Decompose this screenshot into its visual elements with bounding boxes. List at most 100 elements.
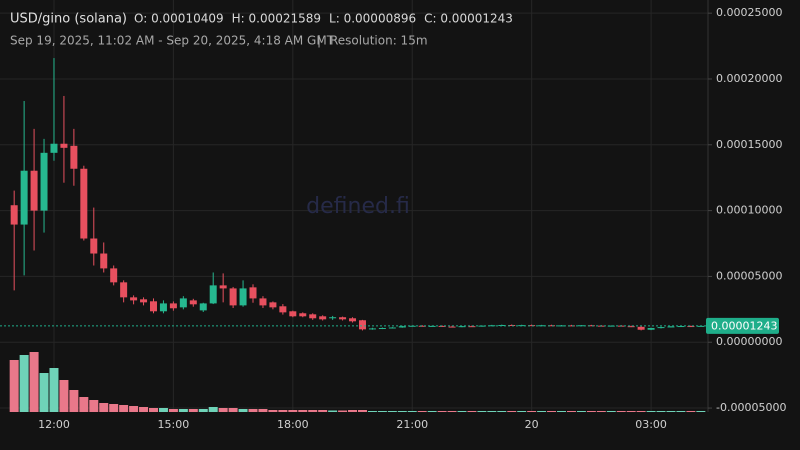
candle-body	[528, 325, 536, 327]
candle-body	[548, 325, 556, 327]
candle-body	[40, 152, 48, 211]
volume-bar	[407, 411, 417, 412]
volume-bar	[338, 410, 348, 412]
candle-body	[60, 143, 68, 148]
candle-body	[339, 317, 347, 320]
watermark: defined.fi	[306, 194, 410, 219]
candle-body	[418, 325, 426, 327]
candle-body	[587, 325, 595, 327]
volume-bar	[656, 411, 666, 412]
candle-body	[279, 306, 287, 313]
volume-bar	[198, 409, 208, 412]
volume-bar	[248, 409, 258, 412]
last-price-box	[706, 317, 779, 334]
volume-bar	[527, 411, 537, 412]
candle-body	[130, 297, 138, 301]
candle-body	[110, 268, 118, 283]
volume-bar	[99, 403, 109, 412]
candle-body	[199, 303, 207, 311]
candle-body	[428, 325, 436, 327]
candle-body	[229, 288, 237, 306]
volume-bar	[188, 409, 198, 412]
candle-body	[687, 326, 695, 328]
candle-body	[647, 328, 655, 330]
candle-body	[677, 326, 685, 328]
candle-body	[627, 326, 635, 328]
volume-bar	[626, 411, 636, 412]
volume-bar	[328, 410, 338, 412]
volume-bar	[69, 390, 79, 412]
x-tick-label: 18:00	[277, 418, 309, 431]
volume-bar	[9, 360, 19, 412]
volume-bar	[586, 411, 596, 412]
volume-bar	[427, 411, 437, 412]
candle-body	[209, 285, 217, 304]
candle-body	[448, 326, 456, 328]
volume-bar	[467, 411, 477, 412]
volume-bar	[268, 410, 278, 412]
candle-body	[667, 326, 675, 328]
candle-body	[607, 325, 615, 327]
candle-body	[637, 326, 645, 330]
volume-bar	[367, 411, 377, 412]
volume-bar	[318, 410, 328, 412]
volume-bar	[238, 409, 248, 412]
volume-bar	[457, 411, 467, 412]
marks	[9, 58, 706, 412]
x-tick-label: 20	[525, 418, 539, 431]
volume-bar	[606, 411, 616, 412]
volume-bar	[596, 411, 606, 412]
candle-body	[368, 328, 376, 330]
candle-body	[358, 320, 366, 330]
x-tick-label: 12:00	[38, 418, 70, 431]
volume-bar	[49, 368, 59, 412]
resolution: Resolution: 15m	[330, 34, 428, 48]
candle-body	[329, 317, 337, 319]
y-tick-label: 0.00005000	[716, 269, 782, 282]
volume-bar	[308, 410, 318, 412]
volume-bar	[109, 404, 119, 412]
candle-body	[508, 324, 516, 326]
volume-bar	[616, 411, 626, 412]
volume-bar	[208, 407, 218, 412]
volume-bar	[507, 411, 517, 412]
volume-bar	[497, 411, 507, 412]
volume-bar	[487, 411, 497, 412]
last-price-label: 0.00001243	[711, 319, 777, 332]
candle-body	[20, 170, 28, 225]
x-tick-label: 21:00	[396, 418, 428, 431]
volume-bar	[89, 400, 99, 412]
volume-bar	[357, 410, 367, 412]
volume-bar	[79, 397, 89, 412]
candle-body	[159, 303, 167, 312]
volume-bar	[417, 411, 427, 412]
volume-bar	[437, 411, 447, 412]
candle-body	[219, 285, 227, 289]
volume-bar	[258, 409, 268, 412]
volume-bar	[636, 411, 646, 412]
candle-body	[299, 313, 307, 317]
candle-body	[169, 303, 177, 309]
volume-bar	[298, 410, 308, 412]
volume-bar	[139, 407, 149, 412]
candle-body	[239, 288, 247, 306]
volume-bar	[129, 406, 139, 412]
volume-bar	[557, 411, 567, 412]
y-tick-label: 0.00020000	[716, 72, 782, 85]
candle-body	[319, 316, 327, 320]
volume-bar	[477, 411, 487, 412]
y-tick-label: -0.00005000	[716, 401, 786, 414]
y-tick-label: 0.00025000	[716, 6, 782, 19]
candle-body	[249, 287, 257, 299]
candle-body	[259, 298, 267, 306]
subtitle: Sep 19, 2025, 11:02 AM - Sep 20, 2025, 4…	[10, 34, 335, 48]
volume-bar	[686, 411, 696, 412]
ohlc-value: H: 0.00021589	[232, 12, 321, 26]
volume-bar	[59, 380, 69, 412]
volume-bar	[119, 405, 129, 412]
volume-bar	[218, 408, 228, 412]
candle-body	[100, 253, 108, 269]
volume-bar	[676, 411, 686, 412]
candle-body	[378, 328, 386, 330]
